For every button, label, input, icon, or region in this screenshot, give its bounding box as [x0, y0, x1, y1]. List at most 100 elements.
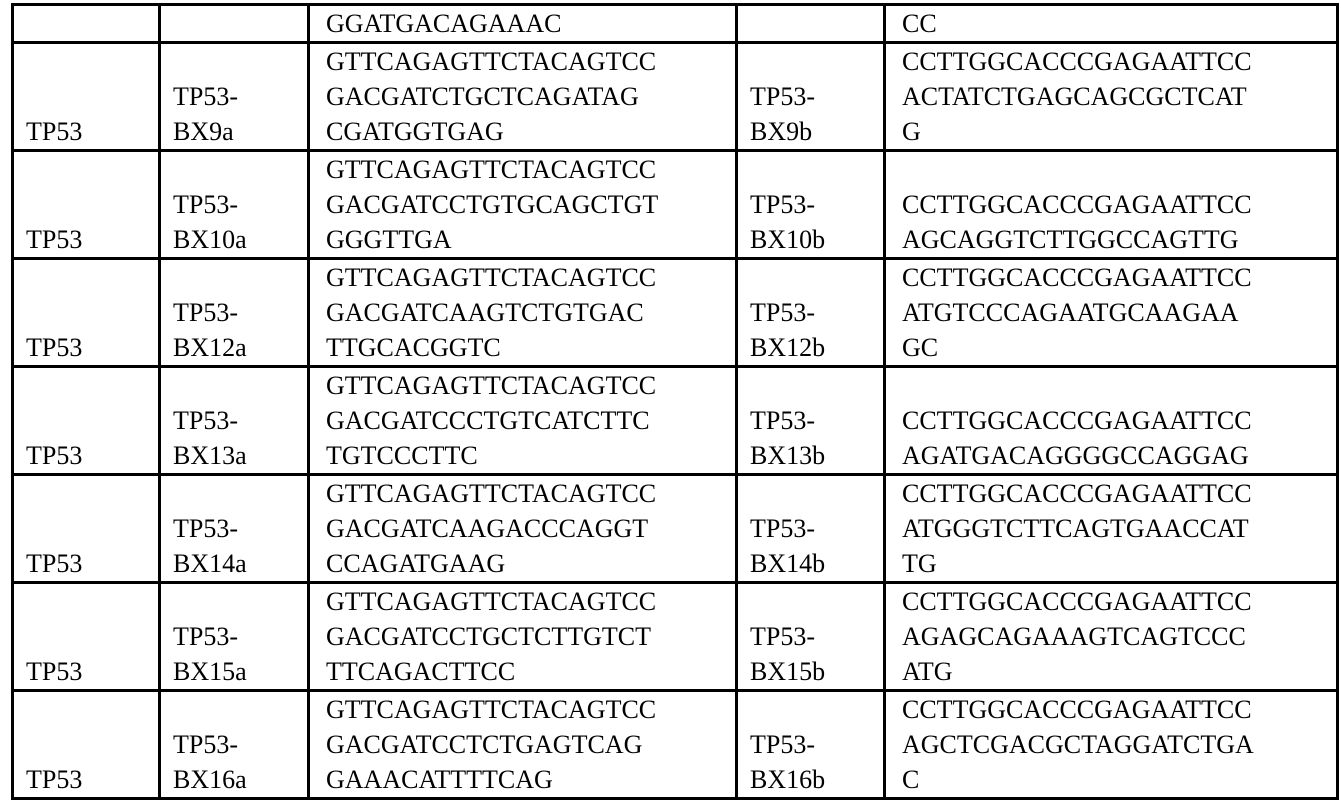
forward-primer-name-cell: TP53-BX15a: [160, 583, 309, 691]
reverse-primer-sequence-cell-line: AGAGCAGAAAGTCAGTCCC: [902, 619, 1336, 654]
primer-table-body: GGATGACAGAAACCCTP53TP53-BX9aGTTCAGAGTTCT…: [13, 5, 1338, 799]
forward-primer-sequence-cell-line: CGATGGTGAG: [326, 114, 735, 149]
gene-cell-text: TP53: [26, 441, 82, 470]
reverse-primer-name-cell-line: BX13b: [750, 438, 883, 473]
gene-cell: TP53: [13, 151, 160, 259]
forward-primer-name-cell-line: TP53-: [173, 295, 307, 330]
reverse-primer-name-cell: TP53-BX14b: [737, 475, 885, 583]
forward-primer-sequence-cell-line: GGGTTGA: [326, 222, 735, 257]
gene-cell: TP53: [13, 691, 160, 799]
forward-primer-name-cell-line: TP53-: [173, 619, 307, 654]
reverse-primer-sequence-cell: CCTTGGCACCCGAGAATTCCAGAGCAGAAAGTCAGTCCCA…: [885, 583, 1338, 691]
forward-primer-name-cell-line: BX14a: [173, 546, 307, 581]
forward-primer-sequence-cell-line: GTTCAGAGTTCTACAGTCC: [326, 368, 735, 403]
forward-primer-sequence-cell-line: TTGCACGGTC: [326, 330, 735, 365]
forward-primer-name-cell: TP53-BX13a: [160, 367, 309, 475]
gene-cell: TP53: [13, 583, 160, 691]
table-row: TP53TP53-BX9aGTTCAGAGTTCTACAGTCCGACGATCT…: [13, 43, 1338, 151]
reverse-primer-sequence-cell-line: CCTTGGCACCCGAGAATTCC: [902, 476, 1336, 511]
forward-primer-name-cell: TP53-BX9a: [160, 43, 309, 151]
gene-cell: TP53: [13, 475, 160, 583]
forward-primer-name-cell-line: TP53-: [173, 727, 307, 762]
forward-primer-sequence-cell-line: GTTCAGAGTTCTACAGTCC: [326, 260, 735, 295]
forward-primer-sequence-cell-line: GTTCAGAGTTCTACAGTCC: [326, 584, 735, 619]
reverse-primer-sequence-cell-line: AGATGACAGGGGCCAGGAG: [902, 438, 1336, 473]
reverse-primer-name-cell-line: TP53-: [750, 79, 883, 114]
forward-primer-name-cell-line: TP53-: [173, 187, 307, 222]
forward-primer-name-cell-line: BX9a: [173, 114, 307, 149]
reverse-primer-sequence-cell: CCTTGGCACCCGAGAATTCCATGGGTCTTCAGTGAACCAT…: [885, 475, 1338, 583]
reverse-primer-sequence-cell: CCTTGGCACCCGAGAATTCCAGATGACAGGGGCCAGGAG: [885, 367, 1338, 475]
forward-primer-sequence-cell: GTTCAGAGTTCTACAGTCCGACGATCCTCTGAGTCAGGAA…: [309, 691, 737, 799]
reverse-primer-sequence-cell-line: CCTTGGCACCCGAGAATTCC: [902, 692, 1336, 727]
reverse-primer-name-cell-line: BX14b: [750, 546, 883, 581]
reverse-primer-name-cell-line: BX12b: [750, 330, 883, 365]
reverse-primer-sequence-cell: CCTTGGCACCCGAGAATTCCAGCTCGACGCTAGGATCTGA…: [885, 691, 1338, 799]
reverse-primer-name-cell-line: BX10b: [750, 222, 883, 257]
reverse-primer-sequence-cell-line: G: [902, 114, 1336, 149]
forward-primer-sequence-cell-line: TTCAGACTTCC: [326, 654, 735, 689]
reverse-primer-sequence-cell: CCTTGGCACCCGAGAATTCCATGTCCCAGAATGCAAGAAG…: [885, 259, 1338, 367]
reverse-primer-sequence-cell-line: AGCTCGACGCTAGGATCTGA: [902, 727, 1336, 762]
forward-primer-sequence-cell-line: GACGATCCTGTGCAGCTGT: [326, 187, 735, 222]
forward-primer-sequence-cell-line: CCAGATGAAG: [326, 546, 735, 581]
reverse-primer-sequence-cell-line: CCTTGGCACCCGAGAATTCC: [902, 260, 1336, 295]
primer-table: GGATGACAGAAACCCTP53TP53-BX9aGTTCAGAGTTCT…: [11, 3, 1339, 800]
reverse-primer-sequence-cell-line: AGCAGGTCTTGGCCAGTTG: [902, 222, 1336, 257]
forward-primer-sequence-cell: GTTCAGAGTTCTACAGTCCGACGATCTGCTCAGATAGCGA…: [309, 43, 737, 151]
gene-cell: TP53: [13, 43, 160, 151]
reverse-primer-sequence-cell: CCTTGGCACCCGAGAATTCCACTATCTGAGCAGCGCTCAT…: [885, 43, 1338, 151]
reverse-primer-name-cell: TP53-BX9b: [737, 43, 885, 151]
forward-primer-sequence-cell: GTTCAGAGTTCTACAGTCCGACGATCAAGACCCAGGTCCA…: [309, 475, 737, 583]
forward-primer-sequence-cell: GTTCAGAGTTCTACAGTCCGACGATCCTGTGCAGCTGTGG…: [309, 151, 737, 259]
forward-primer-name-cell-line: BX10a: [173, 222, 307, 257]
forward-primer-sequence-cell: GTTCAGAGTTCTACAGTCCGACGATCAAGTCTGTGACTTG…: [309, 259, 737, 367]
table-row: TP53TP53-BX10aGTTCAGAGTTCTACAGTCCGACGATC…: [13, 151, 1338, 259]
reverse-primer-name-cell-line: TP53-: [750, 187, 883, 222]
forward-primer-name-cell: [160, 5, 309, 43]
forward-primer-sequence-cell-line: GTTCAGAGTTCTACAGTCC: [326, 476, 735, 511]
gene-cell-text: TP53: [26, 225, 82, 254]
reverse-primer-name-cell: TP53-BX12b: [737, 259, 885, 367]
reverse-primer-name-cell-line: BX15b: [750, 654, 883, 689]
reverse-primer-name-cell: TP53-BX16b: [737, 691, 885, 799]
forward-primer-name-cell-line: TP53-: [173, 403, 307, 438]
reverse-primer-sequence-cell-line: ATGGGTCTTCAGTGAACCAT: [902, 511, 1336, 546]
reverse-primer-sequence-cell-line: CCTTGGCACCCGAGAATTCC: [902, 584, 1336, 619]
forward-primer-sequence-cell-line: TGTCCCTTC: [326, 438, 735, 473]
forward-primer-sequence-cell-line: GGATGACAGAAAC: [326, 6, 735, 41]
forward-primer-name-cell: TP53-BX12a: [160, 259, 309, 367]
gene-cell: TP53: [13, 259, 160, 367]
forward-primer-name-cell-line: TP53-: [173, 511, 307, 546]
gene-cell-text: TP53: [26, 765, 82, 794]
reverse-primer-sequence-cell: CC: [885, 5, 1338, 43]
forward-primer-name-cell-line: TP53-: [173, 79, 307, 114]
forward-primer-name-cell-line: BX12a: [173, 330, 307, 365]
forward-primer-sequence-cell-line: GTTCAGAGTTCTACAGTCC: [326, 44, 735, 79]
reverse-primer-sequence-cell-line: CCTTGGCACCCGAGAATTCC: [902, 44, 1336, 79]
reverse-primer-name-cell: [737, 5, 885, 43]
reverse-primer-sequence-cell-line: ACTATCTGAGCAGCGCTCAT: [902, 79, 1336, 114]
gene-cell-text: TP53: [26, 333, 82, 362]
forward-primer-sequence-cell-line: GTTCAGAGTTCTACAGTCC: [326, 692, 735, 727]
forward-primer-sequence-cell-line: GACGATCCCTGTCATCTTC: [326, 403, 735, 438]
forward-primer-name-cell-line: BX15a: [173, 654, 307, 689]
gene-cell-text: TP53: [26, 657, 82, 686]
forward-primer-sequence-cell-line: GACGATCTGCTCAGATAG: [326, 79, 735, 114]
reverse-primer-sequence-cell-line: CCTTGGCACCCGAGAATTCC: [902, 187, 1336, 222]
gene-cell: [13, 5, 160, 43]
reverse-primer-sequence-cell-line: ATGTCCCAGAATGCAAGAA: [902, 295, 1336, 330]
gene-cell-text: TP53: [26, 549, 82, 578]
forward-primer-sequence-cell-line: GTTCAGAGTTCTACAGTCC: [326, 152, 735, 187]
forward-primer-sequence-cell: GGATGACAGAAAC: [309, 5, 737, 43]
forward-primer-name-cell: TP53-BX14a: [160, 475, 309, 583]
forward-primer-sequence-cell: GTTCAGAGTTCTACAGTCCGACGATCCCTGTCATCTTCTG…: [309, 367, 737, 475]
reverse-primer-sequence-cell-line: TG: [902, 546, 1336, 581]
reverse-primer-sequence-cell-line: ATG: [902, 654, 1336, 689]
forward-primer-name-cell: TP53-BX16a: [160, 691, 309, 799]
reverse-primer-name-cell: TP53-BX10b: [737, 151, 885, 259]
table-row: TP53TP53-BX15aGTTCAGAGTTCTACAGTCCGACGATC…: [13, 583, 1338, 691]
reverse-primer-name-cell-line: TP53-: [750, 295, 883, 330]
reverse-primer-sequence-cell-line: CCTTGGCACCCGAGAATTCC: [902, 403, 1336, 438]
reverse-primer-sequence-cell: CCTTGGCACCCGAGAATTCCAGCAGGTCTTGGCCAGTTG: [885, 151, 1338, 259]
